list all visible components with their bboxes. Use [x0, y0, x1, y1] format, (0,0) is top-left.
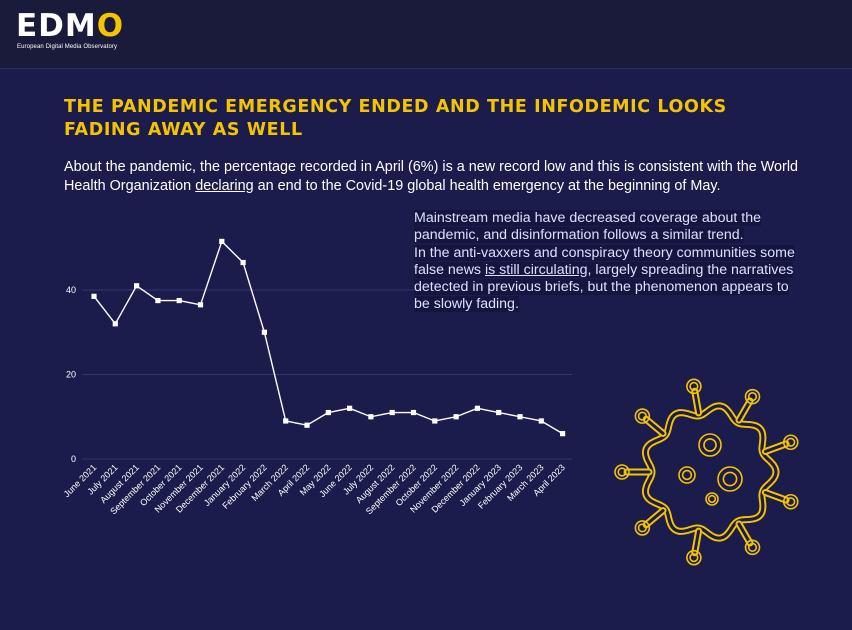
data-point[interactable]: [219, 238, 225, 245]
data-point[interactable]: [112, 321, 118, 327]
side-paragraph: Mainstream media have decreased coverage…: [414, 210, 799, 314]
y-tick-label: 40: [66, 285, 76, 295]
side-text-p1: Mainstream media have decreased coverage…: [414, 210, 762, 244]
logo-subtitle: European Digital Media Observatory: [17, 44, 118, 50]
data-point[interactable]: [389, 409, 395, 416]
data-point[interactable]: [134, 283, 140, 289]
data-point[interactable]: [261, 329, 267, 335]
data-point[interactable]: [496, 409, 502, 416]
data-point[interactable]: [197, 302, 204, 308]
intro-text-after: an end to the Covid-19 global health eme…: [253, 178, 721, 194]
logo-o-letter: O: [96, 8, 125, 44]
data-point[interactable]: [325, 409, 331, 416]
y-tick-label: 20: [66, 370, 76, 380]
declaring-link[interactable]: declaring: [195, 178, 254, 194]
data-point[interactable]: [368, 414, 374, 420]
virus-icon: [614, 378, 799, 566]
data-point[interactable]: [453, 414, 459, 420]
data-point[interactable]: [155, 297, 161, 304]
data-point[interactable]: [283, 418, 289, 424]
y-tick-label: 0: [71, 454, 76, 464]
chart-series: [91, 238, 566, 437]
data-point[interactable]: [240, 259, 246, 266]
data-point[interactable]: [176, 297, 182, 304]
data-point[interactable]: [560, 431, 566, 437]
chart-grid: [82, 289, 572, 460]
logo-main-text: EDM: [16, 8, 97, 44]
data-point[interactable]: [410, 409, 417, 416]
top-bar: EDMO European Digital Media Observatory: [0, 0, 852, 69]
still-circulating-link[interactable]: is still circulating: [484, 261, 588, 278]
intro-paragraph: About the pandemic, the percentage recor…: [64, 158, 804, 196]
page-title: The pandemic emergency ended and the inf…: [64, 97, 727, 140]
data-point[interactable]: [474, 405, 480, 411]
intro-text-before: About the pandemic, the percentage recor…: [64, 159, 799, 194]
data-point[interactable]: [347, 405, 353, 411]
data-point[interactable]: [538, 418, 544, 424]
data-point[interactable]: [304, 422, 310, 428]
data-point[interactable]: [517, 414, 523, 420]
edmo-logo[interactable]: EDMO: [16, 10, 124, 42]
data-point[interactable]: [91, 293, 97, 299]
data-point[interactable]: [432, 418, 438, 424]
